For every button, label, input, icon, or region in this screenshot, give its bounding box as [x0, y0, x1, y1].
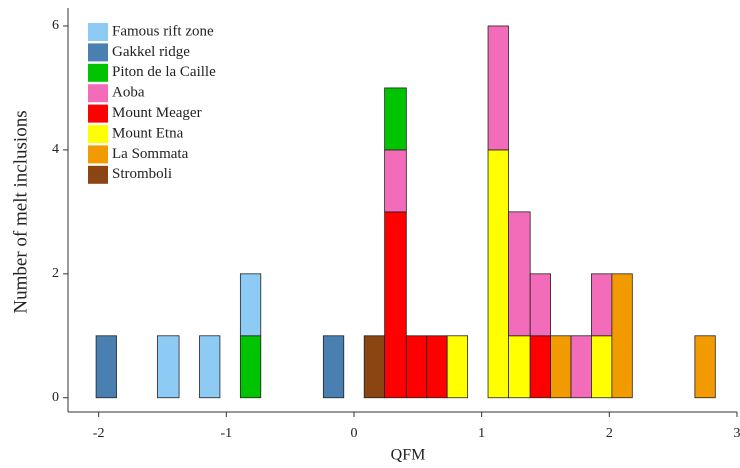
- bar-segment: [611, 273, 633, 399]
- bar-segment: [95, 335, 117, 399]
- bar-segment: [591, 335, 613, 399]
- legend-label: Famous rift zone: [112, 23, 214, 39]
- y-tick-label: 6: [52, 18, 59, 33]
- legend-swatch: [88, 63, 108, 82]
- x-tick-label: -2: [93, 426, 105, 441]
- y-tick-label: 4: [52, 142, 59, 157]
- bar-segment: [487, 149, 509, 399]
- y-tick-label: 2: [52, 266, 59, 281]
- bar-segment: [363, 335, 386, 399]
- y-axis-title: Number of melt inclusions: [10, 110, 31, 313]
- bar-segment: [529, 335, 551, 399]
- legend-label: Aoba: [112, 85, 145, 101]
- legend-swatch: [88, 125, 108, 143]
- legend-label: Piton de la Caille: [112, 64, 216, 80]
- bar-segment: [384, 87, 407, 151]
- bar-segment: [487, 25, 509, 151]
- legend-swatch: [88, 43, 108, 62]
- x-tick-label: 3: [734, 426, 740, 441]
- legend-swatch: [88, 165, 108, 184]
- legend-swatch: [88, 104, 108, 123]
- bar-segment: [426, 335, 448, 399]
- bar-segment: [508, 211, 531, 337]
- bar-segment: [384, 211, 407, 399]
- legend-label: Stromboli: [112, 166, 172, 182]
- bar-segment: [591, 273, 613, 337]
- legend-swatch: [88, 145, 108, 164]
- bar-segment: [322, 335, 345, 399]
- bar-segment: [199, 335, 221, 399]
- bar-segment: [384, 149, 407, 213]
- x-tick-label: 2: [606, 426, 613, 441]
- legend-label: Mount Meager: [112, 105, 202, 121]
- x-axis-title: QFM: [391, 447, 426, 464]
- y-tick-label: 0: [52, 390, 59, 405]
- x-tick-label: 0: [350, 426, 357, 441]
- bar-segment: [694, 335, 716, 399]
- bar-segment: [508, 335, 531, 399]
- bar-segment: [239, 335, 262, 399]
- bar-segment: [570, 335, 592, 399]
- bar-segment: [156, 335, 180, 399]
- bar-segment: [446, 335, 469, 399]
- x-tick-label: 1: [478, 426, 485, 441]
- bar-segment: [529, 273, 551, 337]
- legend-swatch: [88, 23, 108, 41]
- legend-label: Mount Etna: [112, 125, 184, 141]
- bar-segment: [405, 335, 428, 399]
- legend-label: Gakkel ridge: [112, 44, 190, 60]
- legend-swatch: [88, 84, 108, 103]
- bar-segment: [550, 335, 572, 399]
- x-tick-label: -1: [220, 426, 232, 441]
- legend-label: La Sommata: [112, 146, 189, 162]
- bar-segment: [239, 273, 262, 337]
